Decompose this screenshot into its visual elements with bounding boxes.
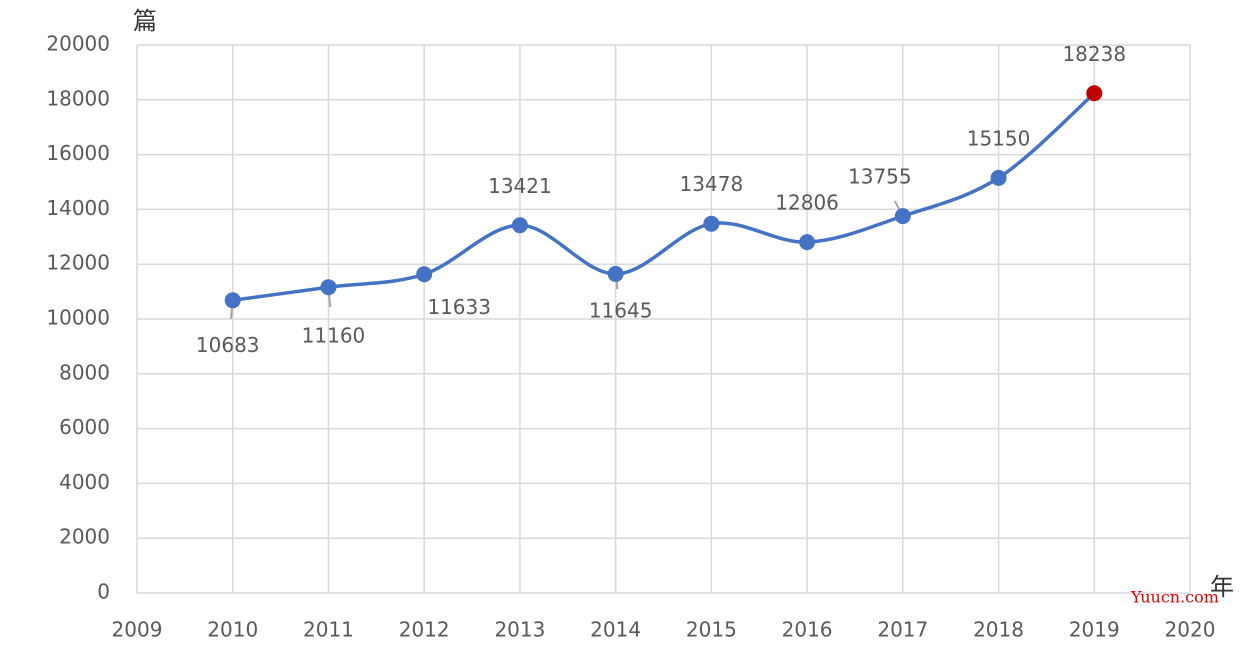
- data-label: 11160: [302, 324, 366, 348]
- y-tick-label: 10000: [46, 306, 110, 330]
- x-tick-label: 2010: [207, 618, 258, 642]
- y-tick-label: 4000: [59, 470, 110, 494]
- x-tick-label: 2016: [782, 618, 833, 642]
- y-axis-label: 篇: [133, 7, 157, 35]
- x-axis-label: 年: [1210, 573, 1234, 601]
- data-label: 10683: [196, 333, 260, 357]
- marker: [320, 279, 337, 296]
- y-tick-label: 6000: [59, 415, 110, 439]
- x-tick-label: 2019: [1069, 618, 1120, 642]
- data-label: 11633: [427, 295, 491, 319]
- y-tick-label: 16000: [46, 141, 110, 165]
- marker: [511, 217, 528, 234]
- x-tick-label: 2020: [1165, 618, 1216, 642]
- data-label: 15150: [967, 126, 1031, 150]
- marker: [990, 169, 1007, 186]
- x-tick-label: 2013: [494, 618, 545, 642]
- y-tick-label: 14000: [46, 196, 110, 220]
- x-tick-label: 2018: [973, 618, 1024, 642]
- marker: [607, 265, 624, 282]
- marker: [1086, 85, 1103, 102]
- x-tick-label: 2009: [112, 618, 163, 642]
- data-label: 13478: [680, 172, 744, 196]
- x-tick-label: 2012: [399, 618, 450, 642]
- y-tick-label: 12000: [46, 251, 110, 275]
- y-tick-label: 18000: [46, 86, 110, 110]
- watermark: Yuucn.com: [1130, 588, 1219, 607]
- y-tick-label: 8000: [59, 360, 110, 384]
- data-label: 12806: [775, 191, 839, 215]
- data-label: 18238: [1062, 42, 1126, 66]
- data-label: 13755: [848, 165, 912, 189]
- y-tick-label: 20000: [46, 32, 110, 56]
- marker: [416, 266, 433, 283]
- marker: [894, 208, 911, 225]
- y-tick-label: 2000: [59, 525, 110, 549]
- y-tick-label: 0: [97, 580, 110, 604]
- marker: [799, 234, 816, 251]
- marker: [703, 215, 720, 232]
- marker: [224, 292, 241, 309]
- x-tick-label: 2014: [590, 618, 641, 642]
- x-tick-label: 2011: [303, 618, 354, 642]
- line: [232, 91, 1096, 303]
- data-label: 13421: [488, 174, 552, 198]
- data-label: 11645: [589, 298, 653, 322]
- x-tick-label: 2017: [877, 618, 928, 642]
- x-tick-label: 2015: [686, 618, 737, 642]
